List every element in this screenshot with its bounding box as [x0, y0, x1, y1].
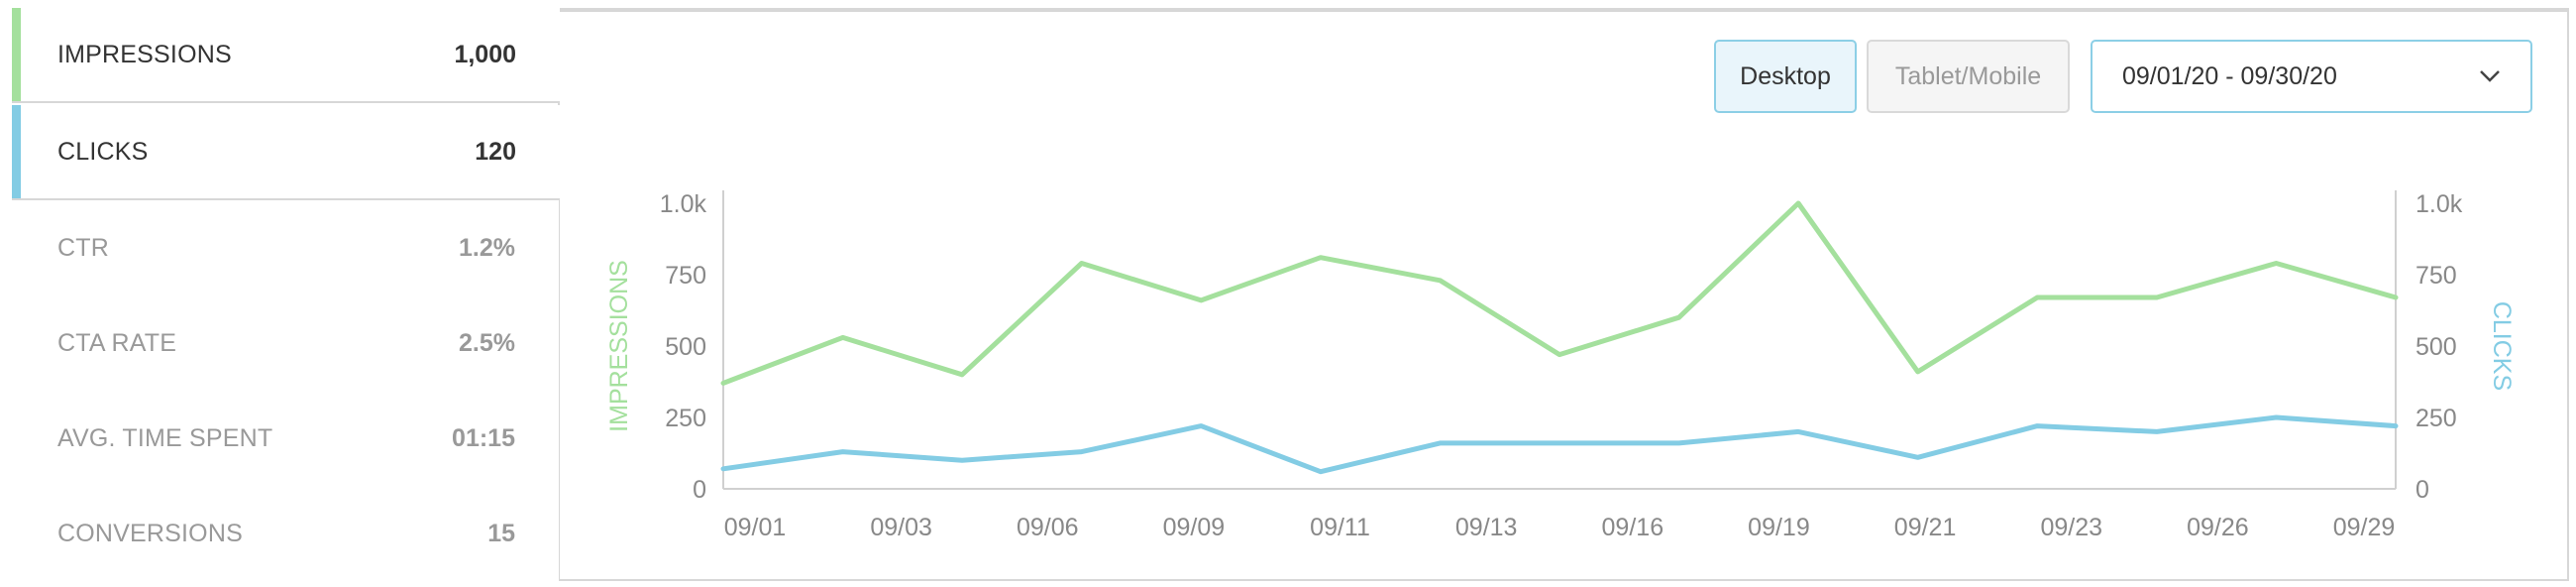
y-tick-label: 250 — [665, 405, 706, 432]
series-line-impressions — [723, 203, 2396, 383]
y-tick-label: 500 — [665, 333, 706, 361]
y-tick-label: 1.0k — [660, 190, 707, 218]
x-tick-label: 09/19 — [1748, 514, 1810, 541]
y-tick-label: 0 — [693, 476, 706, 504]
y2-tick-label: 1.0k — [2415, 190, 2463, 218]
x-tick-label: 09/01 — [724, 514, 787, 541]
x-tick-label: 09/03 — [870, 514, 932, 541]
x-tick-label: 09/21 — [1894, 514, 1957, 541]
x-tick-label: 09/16 — [1602, 514, 1664, 541]
x-tick-label: 09/13 — [1455, 514, 1518, 541]
x-tick-label: 09/23 — [2040, 514, 2102, 541]
x-tick-label: 09/06 — [1017, 514, 1079, 541]
y2-tick-label: 500 — [2415, 333, 2457, 361]
x-tick-label: 09/29 — [2333, 514, 2396, 541]
y2-tick-label: 250 — [2415, 405, 2457, 432]
y2-tick-label: 750 — [2415, 262, 2457, 290]
x-tick-label: 09/09 — [1163, 514, 1226, 541]
x-tick-label: 09/11 — [1310, 514, 1370, 541]
series-line-clicks — [723, 417, 2396, 472]
y2-tick-label: 0 — [2415, 476, 2429, 504]
y-axis-title: IMPRESSIONS — [605, 260, 633, 432]
y2-axis-title: CLICKS — [2488, 301, 2516, 391]
y-tick-label: 750 — [665, 262, 706, 290]
x-tick-label: 09/26 — [2187, 514, 2249, 541]
